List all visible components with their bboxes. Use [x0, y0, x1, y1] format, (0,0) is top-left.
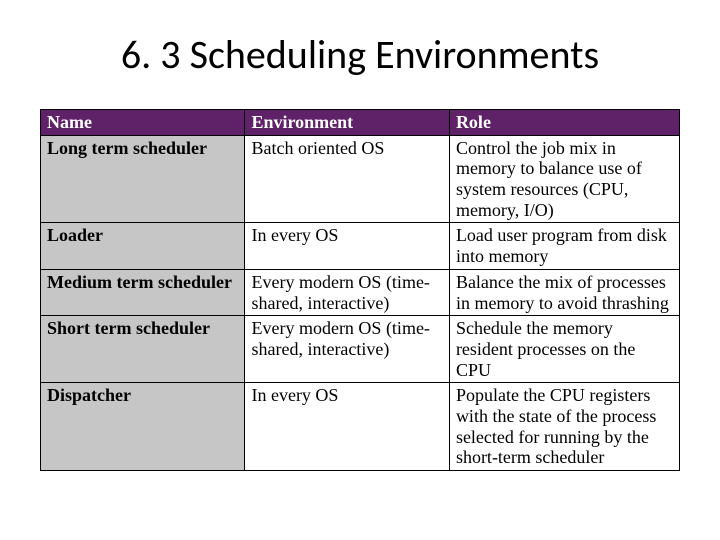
table-row: Short term scheduler Every modern OS (ti… — [41, 316, 680, 383]
cell-environment: In every OS — [245, 223, 449, 269]
cell-name: Loader — [41, 223, 245, 269]
cell-role: Control the job mix in memory to balance… — [449, 135, 679, 223]
col-header-name: Name — [41, 110, 245, 136]
slide: 6. 3 Scheduling Environments Name Enviro… — [0, 0, 720, 540]
col-header-role: Role — [449, 110, 679, 136]
cell-role: Populate the CPU registers with the stat… — [449, 383, 679, 471]
cell-name: Long term scheduler — [41, 135, 245, 223]
scheduling-table: Name Environment Role Long term schedule… — [40, 109, 680, 471]
col-header-environment: Environment — [245, 110, 449, 136]
table-row: Loader In every OS Load user program fro… — [41, 223, 680, 269]
slide-title: 6. 3 Scheduling Environments — [40, 30, 680, 79]
cell-environment: Batch oriented OS — [245, 135, 449, 223]
cell-name: Short term scheduler — [41, 316, 245, 383]
cell-role: Load user program from disk into memory — [449, 223, 679, 269]
table-row: Medium term scheduler Every modern OS (t… — [41, 269, 680, 315]
cell-role: Schedule the memory resident processes o… — [449, 316, 679, 383]
table-row: Dispatcher In every OS Populate the CPU … — [41, 383, 680, 471]
table-row: Long term scheduler Batch oriented OS Co… — [41, 135, 680, 223]
cell-environment: In every OS — [245, 383, 449, 471]
cell-environment: Every modern OS (time-shared, interactiv… — [245, 269, 449, 315]
cell-name: Medium term scheduler — [41, 269, 245, 315]
cell-role: Balance the mix of processes in memory t… — [449, 269, 679, 315]
table-header-row: Name Environment Role — [41, 110, 680, 136]
cell-name: Dispatcher — [41, 383, 245, 471]
cell-environment: Every modern OS (time-shared, interactiv… — [245, 316, 449, 383]
